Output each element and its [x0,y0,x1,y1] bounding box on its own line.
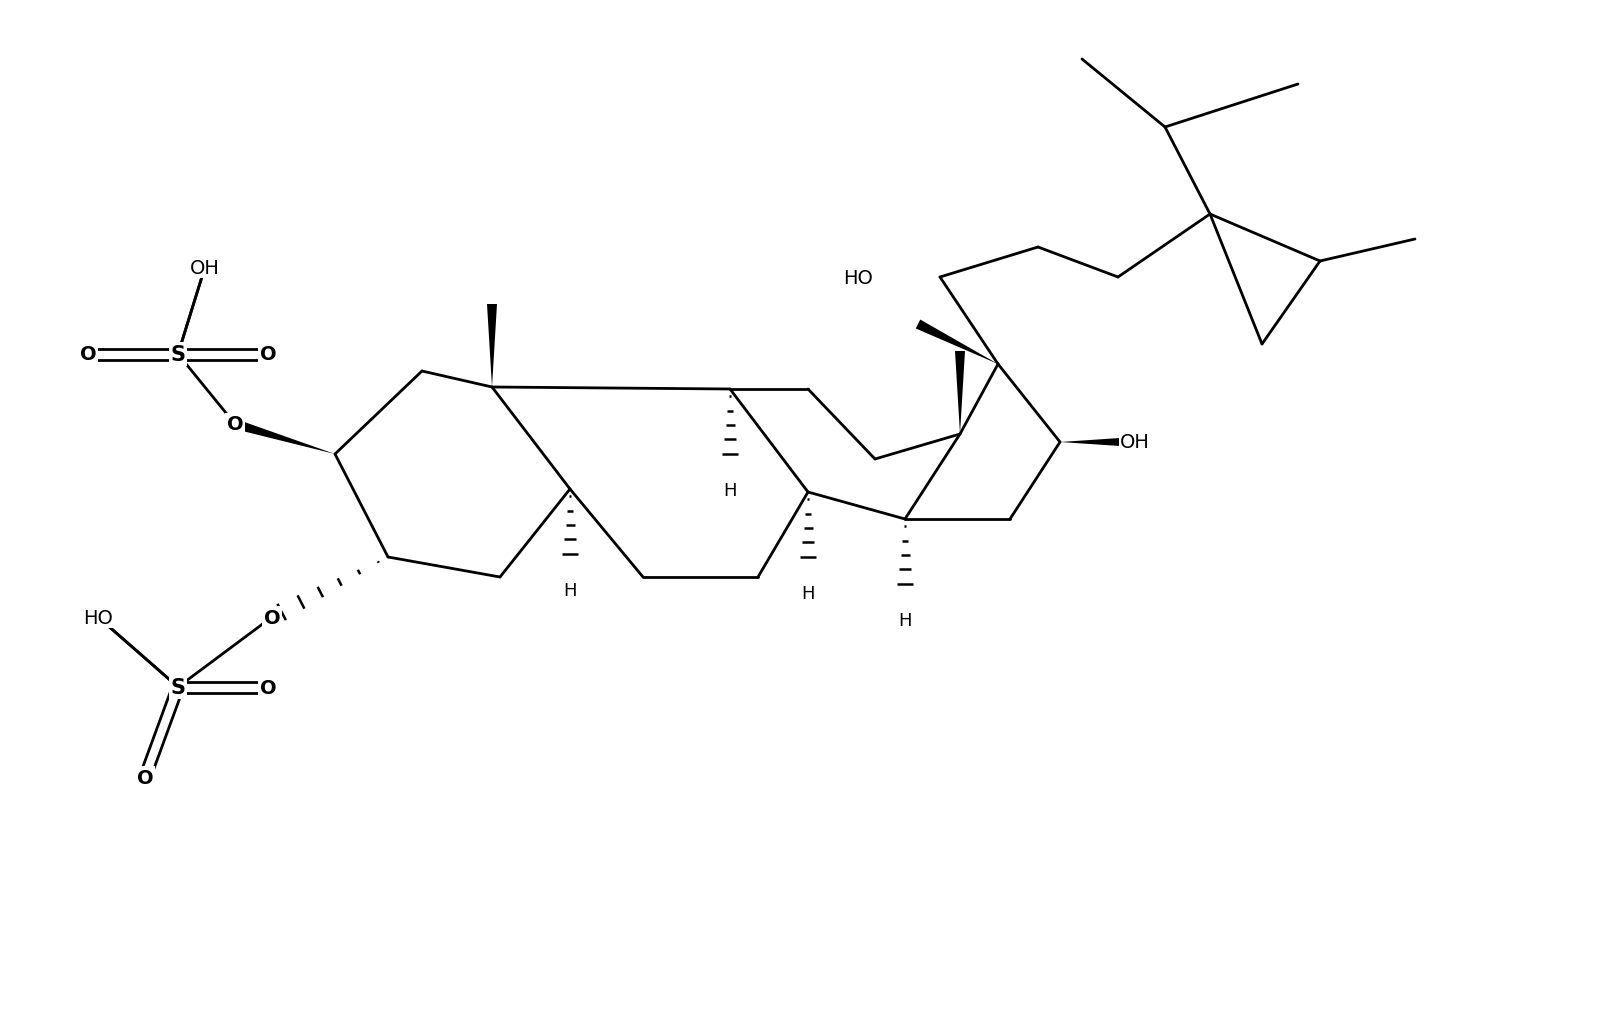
Polygon shape [954,352,966,435]
Text: O: O [260,345,276,364]
Text: S: S [171,677,185,698]
Text: HO: HO [84,608,113,627]
Text: H: H [563,581,577,600]
Polygon shape [916,320,998,365]
Text: S: S [171,345,185,365]
Text: O: O [79,345,97,364]
Text: O: O [137,767,153,787]
Polygon shape [487,304,496,387]
Text: OH: OH [1120,433,1149,452]
Text: O: O [260,677,276,697]
Text: OH: OH [190,258,219,277]
Polygon shape [1061,438,1135,448]
Text: O: O [227,416,243,434]
Polygon shape [234,420,335,455]
Text: H: H [801,584,814,603]
Text: H: H [898,612,912,630]
Text: O: O [264,608,280,627]
Text: HO: HO [843,268,874,287]
Text: H: H [724,481,737,499]
